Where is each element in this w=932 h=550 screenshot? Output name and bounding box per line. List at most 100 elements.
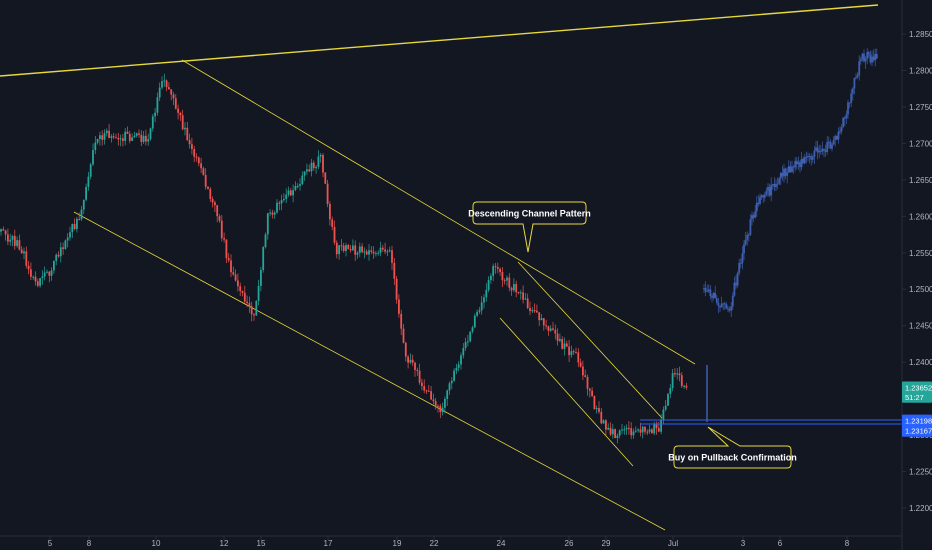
long-term-resistance-line[interactable]	[0, 4, 879, 77]
candle-body	[515, 284, 518, 293]
candle-body	[703, 288, 705, 290]
candle-body	[799, 162, 801, 168]
candle-body	[416, 369, 419, 371]
candle-body	[27, 265, 30, 270]
candle-body	[20, 249, 23, 254]
candle-body	[839, 131, 841, 133]
candle-body	[598, 408, 600, 412]
price-tick-label: 1.22500	[909, 468, 932, 477]
candle-body	[64, 240, 67, 249]
candle-body	[2, 229, 5, 231]
candle-body	[586, 376, 589, 389]
candle-body	[760, 195, 763, 198]
candle-body	[781, 172, 784, 177]
candle-body	[609, 427, 612, 435]
candle-body	[227, 258, 230, 261]
candle-body	[103, 133, 106, 140]
candle-body	[826, 142, 829, 152]
candle-body	[667, 393, 669, 406]
candle-body	[513, 284, 515, 291]
time-tick-label: 8	[845, 539, 850, 548]
candle-body	[379, 247, 382, 253]
candle-body	[577, 352, 580, 363]
candle-body	[791, 166, 793, 173]
candle-body	[786, 172, 789, 176]
candle-body	[326, 183, 329, 204]
candle-body	[322, 155, 324, 173]
candle-body	[501, 271, 504, 281]
candle-body	[356, 252, 359, 255]
candle-body	[744, 239, 747, 245]
candle-body	[241, 290, 244, 293]
candle-body	[561, 339, 564, 349]
candle-body	[829, 141, 832, 149]
candle-body	[519, 292, 522, 294]
candle-body	[110, 136, 113, 139]
price-badge-label: 1.23167	[905, 427, 932, 436]
candle-body	[803, 157, 806, 164]
candle-body	[802, 158, 805, 164]
candle-body	[717, 302, 720, 306]
candle-body	[193, 149, 196, 157]
callout-buy-box	[673, 426, 792, 469]
candle-body	[115, 137, 117, 139]
candle-body	[856, 75, 859, 78]
candle-body	[794, 160, 797, 168]
time-tick-label: 15	[257, 539, 266, 548]
candle-body	[43, 272, 46, 277]
candle-body	[174, 98, 177, 109]
candle-body	[634, 430, 637, 432]
callout-descending-channel[interactable]: Descending Channel Pattern	[468, 201, 591, 253]
price-axis[interactable]: 1.28500 1.28000 1.27500 1.27000 1.26500 1.260…	[901, 0, 932, 550]
candle-body	[765, 190, 768, 195]
candle-body	[317, 156, 320, 167]
time-axis[interactable]: 5 8 10 12 15 17 19 22 24 26 29 Jul 3 6 8	[0, 535, 902, 548]
candle-body	[30, 269, 32, 277]
candle-body	[538, 312, 541, 321]
candle-body	[220, 220, 223, 239]
candle-body	[133, 135, 136, 138]
candle-body	[0, 229, 2, 232]
candle-body	[614, 429, 616, 439]
candle-body	[163, 80, 166, 82]
candle-body	[819, 150, 822, 152]
candle-body	[866, 52, 869, 59]
candle-body	[124, 131, 127, 141]
candle-body	[621, 429, 623, 431]
candle-body	[407, 356, 409, 363]
candle-body	[805, 156, 808, 158]
channel-upper-line[interactable]	[181, 59, 696, 365]
time-tick-label: 24	[497, 539, 506, 548]
time-tick-label: 6	[778, 539, 783, 548]
candle-body	[531, 310, 534, 312]
price-badge	[902, 424, 932, 437]
time-tick-label: 26	[565, 539, 574, 548]
candle-body	[559, 339, 561, 341]
price-candles-projection	[703, 48, 878, 318]
candle-body	[276, 202, 278, 213]
candle-body	[386, 251, 389, 253]
wedge-lower-line[interactable]	[499, 317, 634, 467]
candle-body	[671, 373, 674, 388]
callout-buy-pullback[interactable]: Buy on Pullback Confirmation	[668, 426, 797, 469]
candle-body	[53, 261, 55, 271]
candle-body	[138, 133, 140, 135]
candle-body	[864, 58, 867, 62]
candle-body	[648, 429, 651, 432]
candle-body	[361, 246, 363, 253]
candle-body	[315, 166, 317, 169]
candle-body	[112, 136, 115, 138]
callout-buy-label: Buy on Pullback Confirmation	[668, 453, 797, 463]
candle-body	[299, 184, 301, 186]
candle-body	[492, 266, 495, 276]
candle-body	[460, 355, 462, 365]
candle-body	[545, 325, 547, 327]
wedge-upper-line[interactable]	[517, 261, 663, 419]
candle-body	[195, 156, 198, 158]
candle-body	[177, 108, 179, 113]
channel-lower-line[interactable]	[73, 211, 666, 531]
candle-body	[533, 310, 536, 312]
candle-body	[540, 318, 543, 321]
candle-body	[119, 138, 122, 140]
candle-body	[552, 328, 554, 330]
